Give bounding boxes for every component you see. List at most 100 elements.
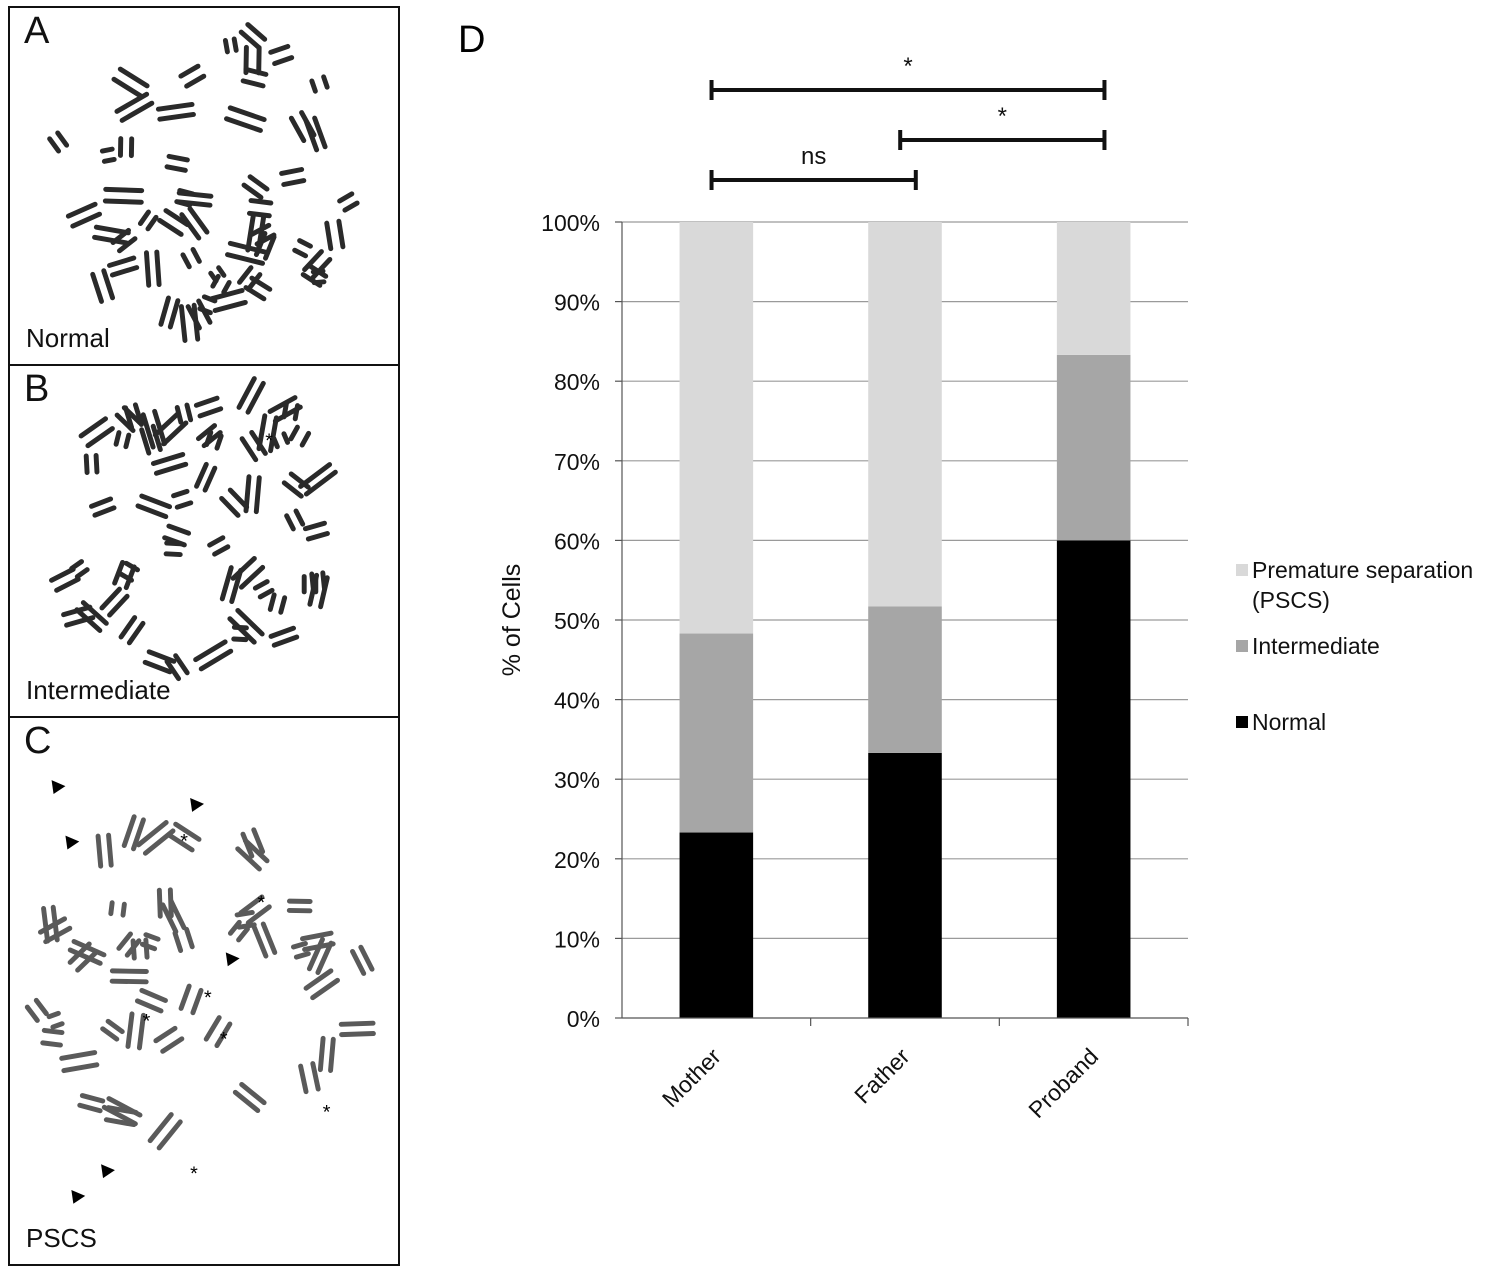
x-tick-label: Proband xyxy=(1023,1043,1103,1123)
chromatid xyxy=(150,423,163,453)
chromosome xyxy=(99,586,130,618)
chromatid xyxy=(235,846,262,872)
chromatid xyxy=(171,488,190,499)
chromatid xyxy=(260,921,278,955)
chromosome xyxy=(222,36,239,55)
chromatid xyxy=(288,115,307,144)
chromosome xyxy=(309,570,327,592)
chromatid xyxy=(109,978,149,985)
chromatid xyxy=(55,130,70,148)
chromatid xyxy=(37,916,68,935)
chromosome xyxy=(236,376,266,415)
chromatid xyxy=(256,45,262,76)
chromosome xyxy=(99,146,117,164)
chromatid xyxy=(142,828,176,856)
chromosome xyxy=(178,983,204,1016)
chromosome xyxy=(125,1011,146,1051)
chromosome xyxy=(338,1020,376,1038)
chromosome xyxy=(219,565,244,605)
y-tick-label: 10% xyxy=(554,926,600,952)
chromosome xyxy=(134,987,168,1014)
significance-label: * xyxy=(903,53,912,80)
y-tick-label: 90% xyxy=(554,290,600,316)
legend-label: (PSCS) xyxy=(1252,587,1330,613)
chromatid xyxy=(222,37,230,55)
chromatid xyxy=(254,232,277,247)
chromosome xyxy=(225,240,268,266)
chromosome xyxy=(172,926,195,953)
asterisk-icon: * xyxy=(143,1011,151,1033)
chromatid xyxy=(299,110,317,138)
chromatid xyxy=(284,513,296,532)
chromatid xyxy=(85,426,115,449)
chromosome xyxy=(139,932,161,952)
chromatid xyxy=(267,395,298,414)
asterisk-icon: * xyxy=(323,1102,331,1124)
chromatid xyxy=(237,265,254,285)
chromatid xyxy=(238,894,265,916)
chromatid xyxy=(47,136,62,154)
chromosome xyxy=(113,430,132,450)
chromatid xyxy=(201,430,223,449)
karyotype-panel-c: * * * * * * * C PSCS xyxy=(8,716,400,1266)
chromatid xyxy=(155,101,195,112)
chromatid xyxy=(245,22,268,42)
chromatid xyxy=(109,968,149,974)
chromosome xyxy=(107,255,140,278)
bar-segment-mother-premature xyxy=(679,222,754,634)
chromatid xyxy=(224,116,263,133)
panel-caption-pscs: PSCS xyxy=(26,1223,97,1253)
chromatid xyxy=(298,462,333,489)
chromatid xyxy=(107,593,130,618)
chromatid xyxy=(50,1021,65,1030)
chromosome xyxy=(37,916,73,945)
chromatid xyxy=(146,649,177,664)
chromosome xyxy=(227,919,250,943)
chromatid xyxy=(309,78,318,94)
chromatid xyxy=(164,164,188,173)
chromatid xyxy=(196,298,213,325)
chromatid xyxy=(43,925,73,945)
y-tick-label: 80% xyxy=(554,369,600,395)
chromosome xyxy=(243,275,273,302)
chromatid xyxy=(93,224,131,236)
chromatid xyxy=(103,1117,137,1128)
chromatid xyxy=(153,461,189,476)
chromosome xyxy=(117,136,135,159)
chromatid xyxy=(303,469,338,497)
chromatid xyxy=(99,586,122,611)
chromatid xyxy=(166,832,195,853)
chromatid xyxy=(109,265,140,278)
x-tick-label: Mother xyxy=(657,1043,726,1112)
chromosome xyxy=(111,66,150,99)
chromatid xyxy=(174,199,193,208)
chromatid xyxy=(80,600,109,626)
chromosome xyxy=(137,209,159,232)
chromatid xyxy=(75,949,100,973)
chromosome xyxy=(117,560,140,583)
legend-swatch xyxy=(1236,716,1248,728)
panel-caption-intermediate: Intermediate xyxy=(26,675,171,705)
chromatid xyxy=(245,380,266,415)
chromatid xyxy=(184,73,207,89)
chromosome xyxy=(59,1050,100,1074)
chromatid xyxy=(93,452,100,475)
chromatid xyxy=(131,817,146,852)
chromosome xyxy=(102,186,145,205)
chromosome xyxy=(77,1093,106,1114)
chromatid xyxy=(136,1012,146,1051)
chromatid xyxy=(163,208,190,228)
bars xyxy=(679,222,1131,1018)
chromatid xyxy=(342,200,360,213)
chromatid xyxy=(187,206,210,235)
chromosome-spread-a xyxy=(47,22,360,343)
chromatid xyxy=(103,186,145,194)
bar-segment-father-premature xyxy=(868,222,942,607)
chromosome xyxy=(157,208,190,237)
chromatid xyxy=(339,1031,376,1038)
chromatid xyxy=(309,571,316,592)
chromatid xyxy=(89,496,114,509)
chromosome xyxy=(288,424,312,448)
chromatid xyxy=(338,1020,376,1027)
chromatid xyxy=(118,615,138,640)
